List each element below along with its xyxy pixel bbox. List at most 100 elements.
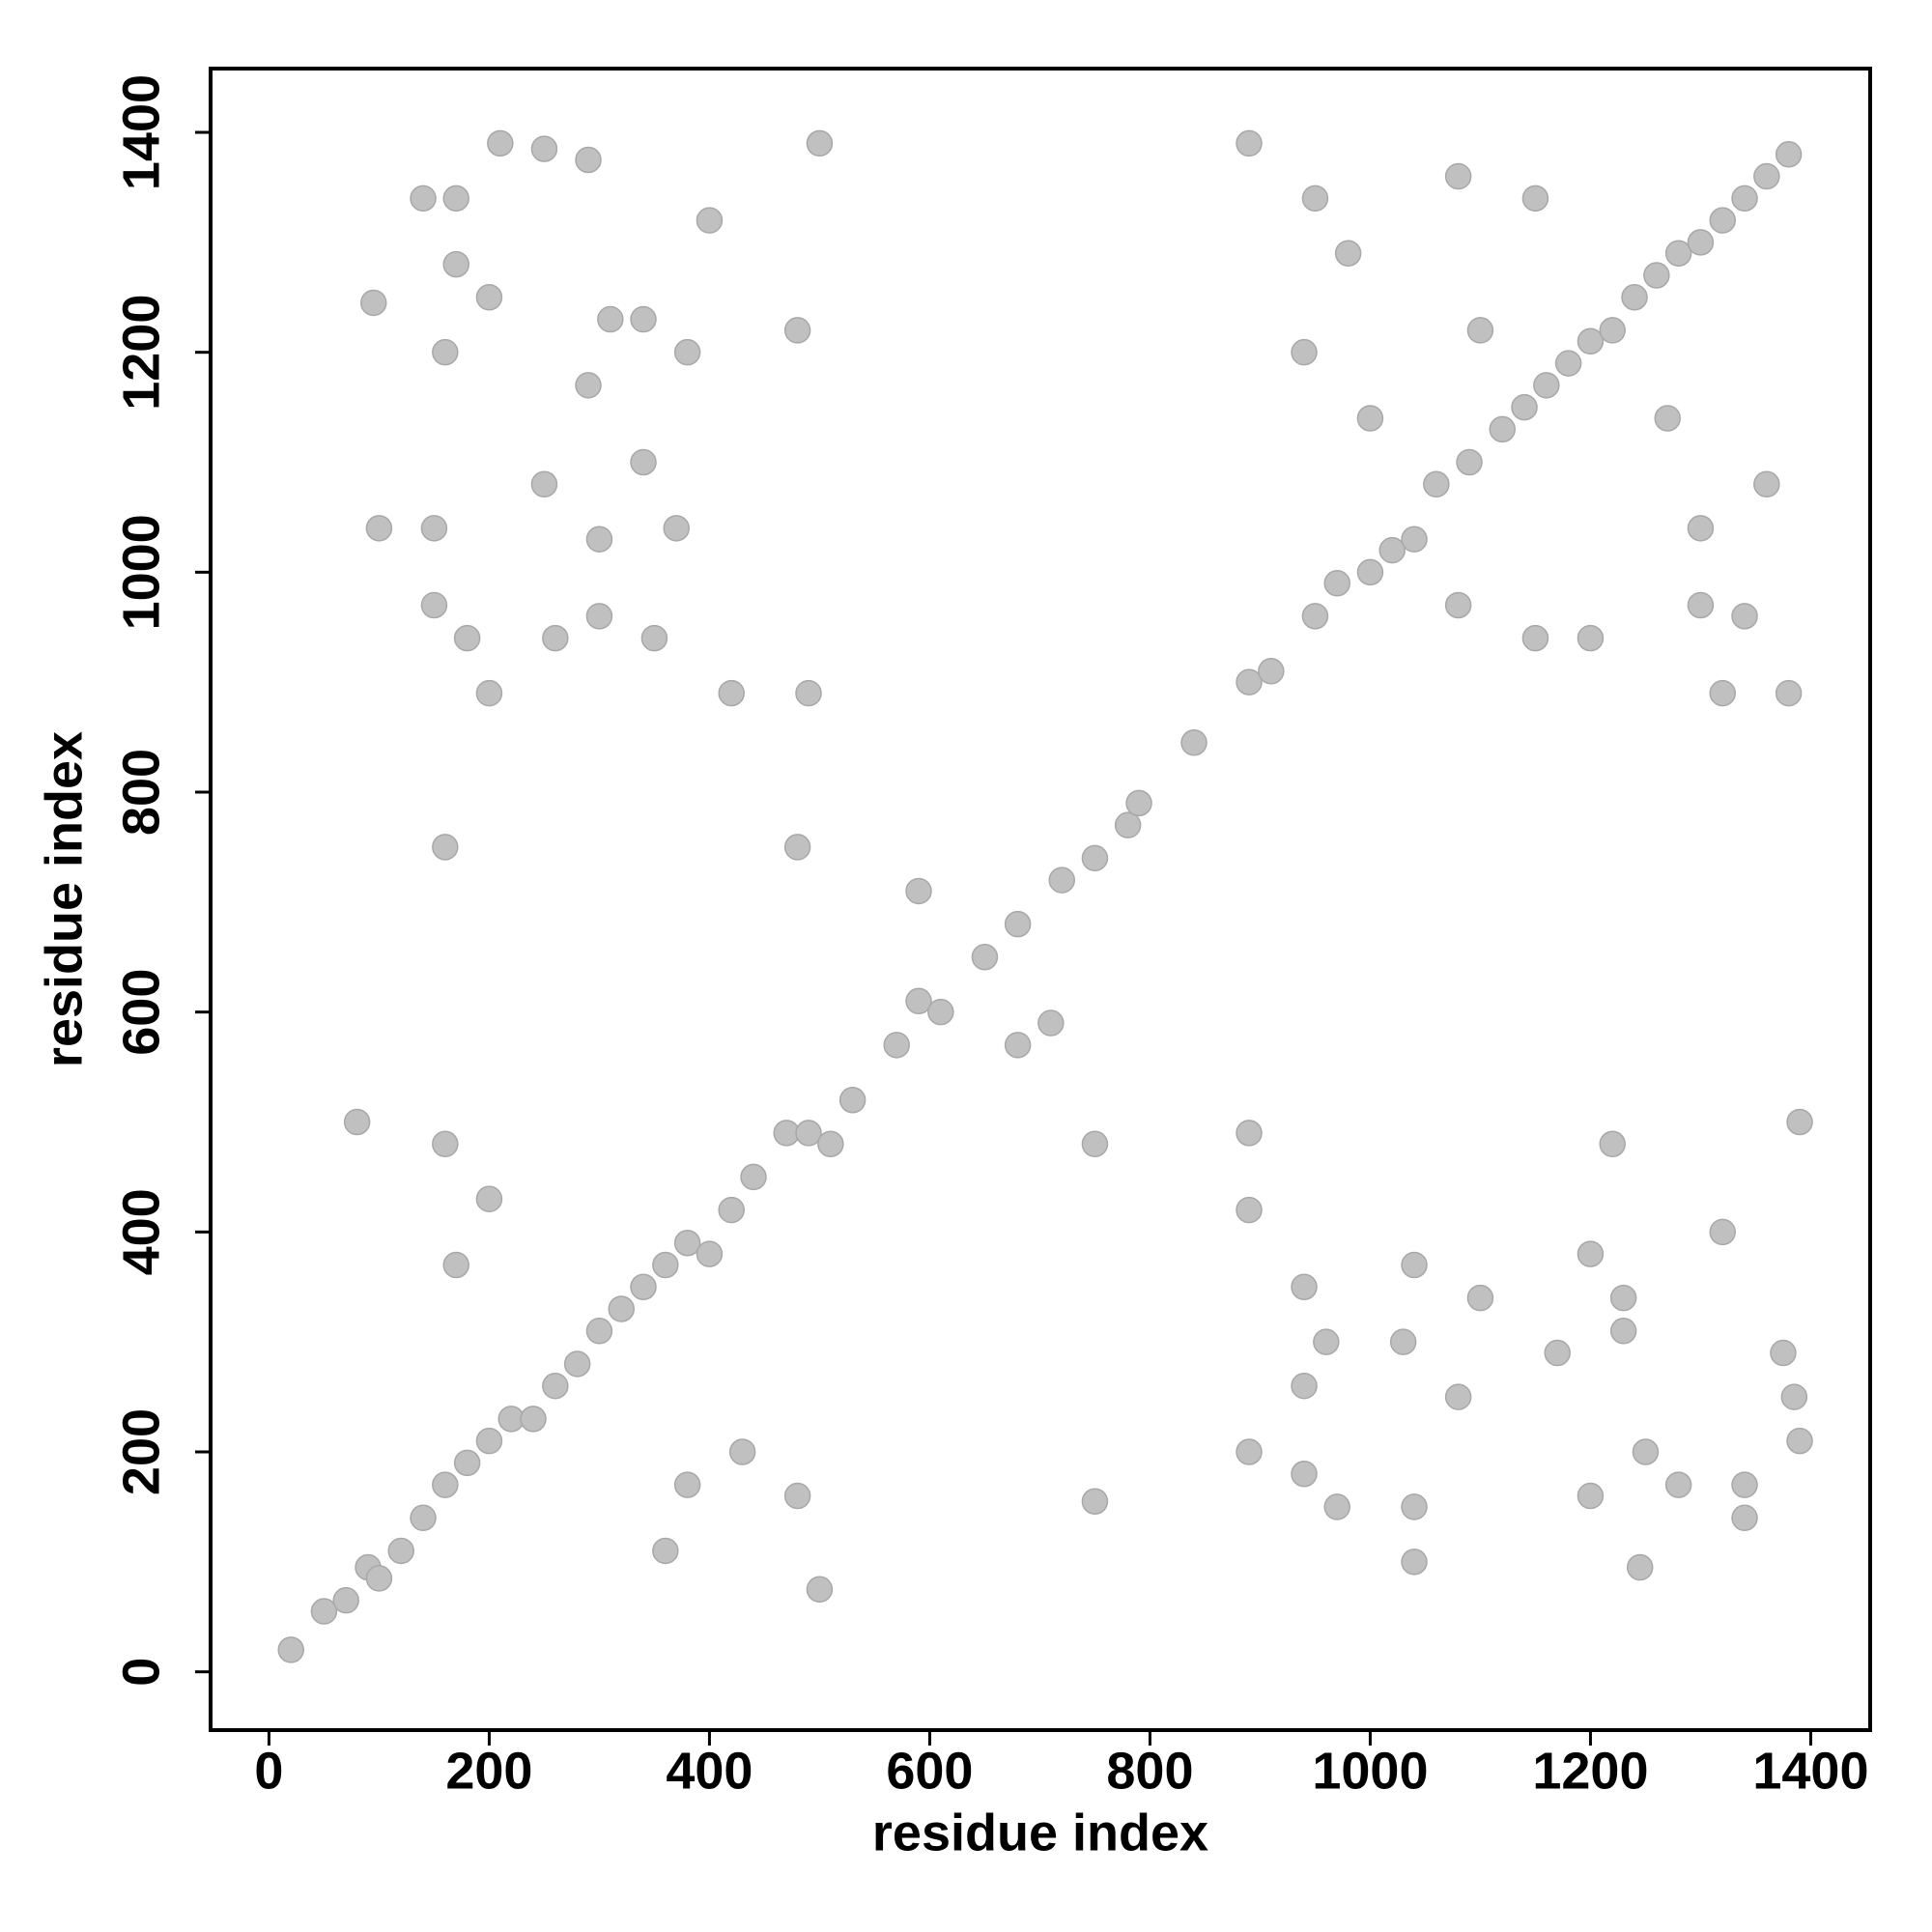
x-tick-label: 1000 (1312, 1742, 1428, 1800)
point (1775, 679, 1803, 707)
point (630, 448, 657, 476)
point (883, 1032, 910, 1059)
point (1599, 1130, 1626, 1158)
point (410, 1504, 437, 1532)
point (1753, 470, 1780, 498)
point (530, 135, 558, 162)
point (1456, 448, 1483, 476)
point (475, 1427, 503, 1455)
y-tick-label: 800 (112, 749, 170, 836)
point (475, 679, 503, 707)
point (585, 1318, 613, 1345)
point (1236, 1438, 1263, 1465)
point (1687, 515, 1715, 542)
point (1731, 1504, 1758, 1532)
point (1323, 1493, 1350, 1520)
point (1125, 789, 1152, 817)
point (795, 679, 822, 707)
point (718, 1196, 745, 1224)
point (1081, 1488, 1109, 1515)
point (630, 305, 657, 333)
point (585, 603, 613, 630)
point (310, 1598, 338, 1625)
point (542, 1372, 569, 1400)
y-axis-title: residue index (35, 731, 93, 1067)
point (1632, 1438, 1660, 1465)
point (1709, 207, 1736, 234)
point (442, 185, 469, 213)
y-tick-label: 1000 (112, 514, 170, 630)
point (1004, 1032, 1032, 1059)
point (1709, 1218, 1736, 1246)
point (630, 1273, 657, 1301)
point (1753, 162, 1780, 190)
point (1114, 811, 1142, 838)
point (783, 834, 811, 861)
point (1356, 405, 1384, 432)
point (343, 1108, 371, 1136)
point (905, 877, 932, 905)
point (563, 1350, 591, 1378)
point (420, 515, 448, 542)
point (475, 284, 503, 311)
point (1401, 1548, 1428, 1576)
point (1626, 1553, 1654, 1581)
point (1048, 867, 1075, 894)
point (387, 1537, 414, 1565)
point (608, 1295, 635, 1322)
point (783, 1482, 811, 1510)
point (1444, 1383, 1472, 1410)
point (696, 207, 724, 234)
point (652, 1251, 679, 1279)
point (432, 338, 459, 366)
point (1378, 536, 1406, 564)
point (1577, 624, 1605, 652)
point (740, 1163, 767, 1191)
point (673, 338, 701, 366)
point (1401, 1251, 1428, 1279)
x-tick-label: 0 (254, 1742, 283, 1800)
point (640, 624, 668, 652)
x-tick-label: 600 (886, 1742, 973, 1800)
point (1599, 317, 1626, 344)
point (1037, 1009, 1065, 1037)
point (1236, 1120, 1263, 1147)
point (1466, 1284, 1494, 1312)
point (1291, 1273, 1318, 1301)
point (1489, 415, 1516, 443)
point (453, 624, 481, 652)
point (1786, 1108, 1813, 1136)
point (806, 1576, 834, 1604)
plot-frame (209, 67, 1872, 1732)
point (365, 1565, 393, 1592)
point (1444, 591, 1472, 619)
point (277, 1636, 304, 1663)
point (442, 250, 469, 278)
point (432, 1471, 459, 1498)
point (1544, 1339, 1571, 1367)
point (1081, 1130, 1109, 1158)
point (1081, 844, 1109, 872)
point (432, 1130, 459, 1158)
point (1323, 569, 1350, 597)
point (783, 317, 811, 344)
point (1521, 185, 1549, 213)
point (332, 1586, 359, 1614)
point (817, 1130, 844, 1158)
point (1577, 1240, 1605, 1267)
point (927, 998, 954, 1026)
point (905, 987, 932, 1015)
point (652, 1537, 679, 1565)
y-tick-label: 600 (112, 969, 170, 1056)
point (359, 289, 387, 317)
point (1780, 1383, 1808, 1410)
point (1334, 240, 1362, 267)
point (971, 944, 999, 971)
point (728, 1438, 756, 1465)
point (1577, 1482, 1605, 1510)
x-tick-label: 1400 (1752, 1742, 1868, 1800)
point (1731, 1471, 1758, 1498)
point (1533, 372, 1560, 399)
point (1577, 327, 1605, 355)
